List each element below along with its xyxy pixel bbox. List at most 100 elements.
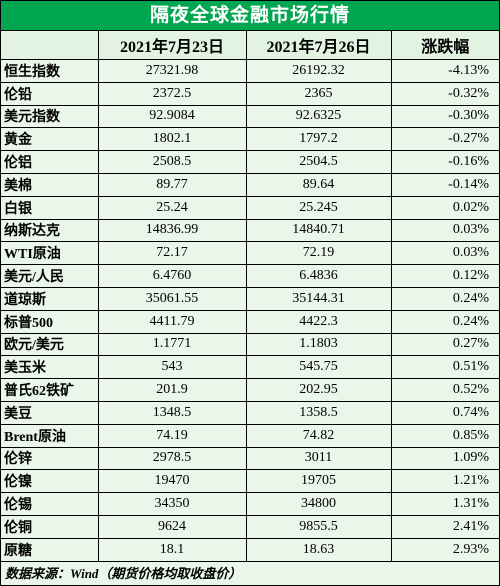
price-jul23: 9624 xyxy=(97,514,247,539)
table-row: 伦镍 19470 19705 1.21% xyxy=(1,469,499,494)
price-jul26: 92.6325 xyxy=(245,104,392,129)
change-pct: 1.31% xyxy=(390,492,499,516)
price-jul23: 74.19 xyxy=(97,423,247,448)
instrument-name: 伦铅 xyxy=(1,81,99,106)
instrument-name: 欧元/美元 xyxy=(1,332,99,357)
price-jul26: 72.19 xyxy=(245,241,392,266)
price-jul26: 35144.31 xyxy=(245,286,392,311)
table-row: 伦锌 2978.5 3011 1.09% xyxy=(1,446,499,471)
table-row: 伦铝 2508.5 2504.5 -0.16% xyxy=(1,150,499,174)
change-pct: -0.32% xyxy=(390,81,499,106)
price-jul26: 9855.5 xyxy=(245,514,392,539)
instrument-name: 美元指数 xyxy=(1,104,99,129)
change-pct: -0.30% xyxy=(390,104,499,129)
price-jul26: 1.1803 xyxy=(245,332,392,357)
change-pct: 0.52% xyxy=(390,378,499,402)
price-jul23: 4411.79 xyxy=(97,309,247,334)
table-row: 伦锡 34350 34800 1.31% xyxy=(1,492,499,516)
price-jul23: 14836.99 xyxy=(97,218,247,243)
source-note: 数据来源：Wind（期货价格均取收盘价） xyxy=(5,565,242,581)
price-jul23: 201.9 xyxy=(97,378,247,402)
instrument-name: 恒生指数 xyxy=(1,59,99,83)
instrument-name: 伦铝 xyxy=(1,150,99,174)
price-jul23: 35061.55 xyxy=(97,286,247,311)
market-table: 2021年7月23日 2021年7月26日 涨跌幅 恒生指数 27321.98 2619… xyxy=(1,31,499,562)
header-corner xyxy=(1,31,99,60)
price-jul23: 18.1 xyxy=(97,537,247,562)
instrument-name: Brent原油 xyxy=(1,423,99,448)
change-pct: 2.93% xyxy=(390,537,499,562)
price-jul26: 74.82 xyxy=(245,423,392,448)
change-pct: 2.41% xyxy=(390,514,499,539)
table-row: Brent原油 74.19 74.82 0.85% xyxy=(1,423,499,448)
change-pct: 0.02% xyxy=(390,195,499,220)
price-jul26: 89.64 xyxy=(245,172,392,197)
instrument-name: 美玉米 xyxy=(1,355,99,380)
table-row: 美棉 89.77 89.64 -0.14% xyxy=(1,172,499,197)
column-header: 2021年7月23日 xyxy=(97,31,247,60)
instrument-name: 美元/人民 xyxy=(1,264,99,288)
table-row: WTI原油 72.17 72.19 0.03% xyxy=(1,241,499,266)
change-pct: 0.03% xyxy=(390,241,499,266)
instrument-name: 伦锡 xyxy=(1,492,99,516)
price-jul23: 25.24 xyxy=(97,195,247,220)
change-pct: 0.51% xyxy=(390,355,499,380)
price-jul23: 92.9084 xyxy=(97,104,247,129)
change-pct: 0.85% xyxy=(390,423,499,448)
price-jul26: 19705 xyxy=(245,469,392,494)
price-jul26: 2365 xyxy=(245,81,392,106)
price-jul26: 545.75 xyxy=(245,355,392,380)
instrument-name: 纳斯达克 xyxy=(1,218,99,243)
instrument-name: WTI原油 xyxy=(1,241,99,266)
instrument-name: 伦锌 xyxy=(1,446,99,471)
price-jul23: 19470 xyxy=(97,469,247,494)
table-row: 美元/人民 6.4760 6.4836 0.12% xyxy=(1,264,499,288)
table-row: 美玉米 543 545.75 0.51% xyxy=(1,355,499,380)
instrument-name: 伦铜 xyxy=(1,514,99,539)
price-jul23: 6.4760 xyxy=(97,264,247,288)
price-jul23: 1348.5 xyxy=(97,400,247,425)
change-pct: 0.24% xyxy=(390,286,499,311)
price-jul26: 1797.2 xyxy=(245,127,392,152)
price-jul23: 1802.1 xyxy=(97,127,247,152)
table-row: 白银 25.24 25.245 0.02% xyxy=(1,195,499,220)
price-jul26: 26192.32 xyxy=(245,59,392,83)
table-row: 纳斯达克 14836.99 14840.71 0.03% xyxy=(1,218,499,243)
price-jul23: 2978.5 xyxy=(97,446,247,471)
price-jul26: 18.63 xyxy=(245,537,392,562)
change-pct: 1.09% xyxy=(390,446,499,471)
instrument-name: 伦镍 xyxy=(1,469,99,494)
price-jul23: 72.17 xyxy=(97,241,247,266)
change-pct: 1.21% xyxy=(390,469,499,494)
instrument-name: 道琼斯 xyxy=(1,286,99,311)
price-jul23: 543 xyxy=(97,355,247,380)
price-jul23: 2508.5 xyxy=(97,150,247,174)
change-pct: 0.24% xyxy=(390,309,499,334)
table-row: 伦铜 9624 9855.5 2.41% xyxy=(1,514,499,539)
price-jul26: 1358.5 xyxy=(245,400,392,425)
table-row: 标普500 4411.79 4422.3 0.24% xyxy=(1,309,499,334)
price-jul23: 27321.98 xyxy=(97,59,247,83)
instrument-name: 美豆 xyxy=(1,400,99,425)
table-row: 黄金 1802.1 1797.2 -0.27% xyxy=(1,127,499,152)
change-pct: -0.14% xyxy=(390,172,499,197)
price-jul26: 202.95 xyxy=(245,378,392,402)
table-row: 伦铅 2372.5 2365 -0.32% xyxy=(1,81,499,106)
column-header: 涨跌幅 xyxy=(390,31,499,60)
instrument-name: 普氏62铁矿 xyxy=(1,378,99,402)
price-jul23: 34350 xyxy=(97,492,247,516)
instrument-name: 白银 xyxy=(1,195,99,220)
table-row: 欧元/美元 1.1771 1.1803 0.27% xyxy=(1,332,499,357)
instrument-name: 标普500 xyxy=(1,309,99,334)
price-jul26: 14840.71 xyxy=(245,218,392,243)
price-jul23: 1.1771 xyxy=(97,332,247,357)
price-jul26: 34800 xyxy=(245,492,392,516)
instrument-name: 黄金 xyxy=(1,127,99,152)
table-header: 2021年7月23日 2021年7月26日 涨跌幅 xyxy=(1,31,499,60)
instrument-name: 原糖 xyxy=(1,537,99,562)
price-jul23: 89.77 xyxy=(97,172,247,197)
table-row: 原糖 18.1 18.63 2.93% xyxy=(1,537,499,562)
title: 隔夜全球金融市场行情 xyxy=(1,1,499,31)
header-row: 2021年7月23日 2021年7月26日 涨跌幅 xyxy=(1,31,499,60)
